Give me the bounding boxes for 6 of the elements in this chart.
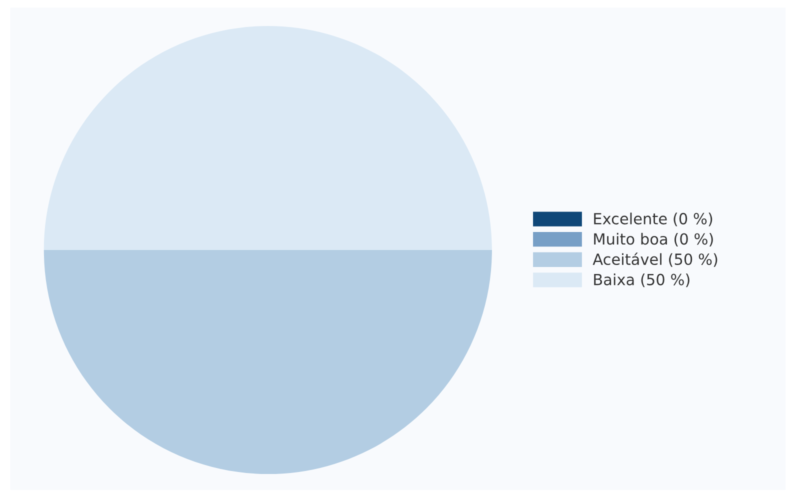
pie-slice (44, 26, 492, 250)
legend-label: Excelente (0 %) (594, 212, 712, 226)
legend-label: Aceitável (50 %) (592, 252, 718, 267)
pie-slice (44, 250, 492, 474)
legend-label: Baixa (50 %) (594, 274, 690, 288)
legend-label: Muito boa (0 %) (594, 232, 713, 247)
